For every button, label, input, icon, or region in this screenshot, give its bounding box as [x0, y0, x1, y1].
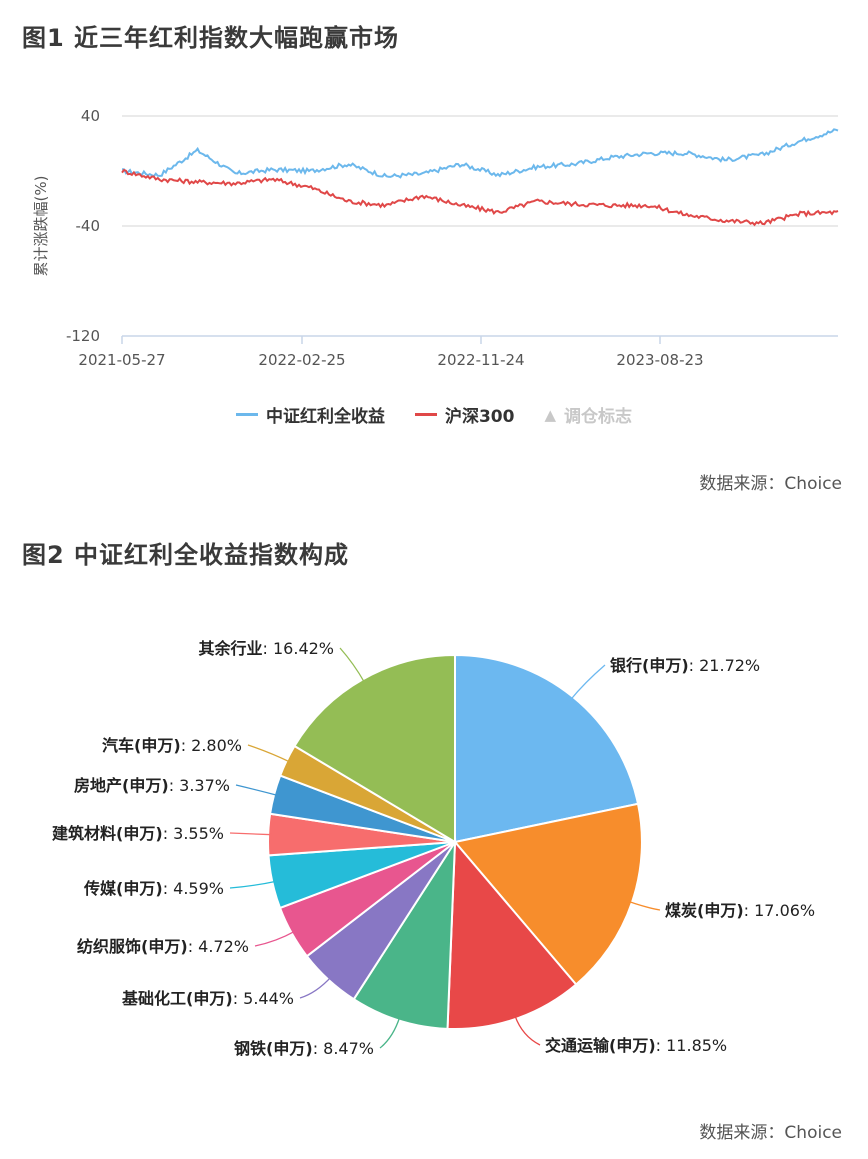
series-line-0	[121, 128, 839, 179]
figure-2-source: 数据来源：Choice	[699, 1123, 842, 1143]
x-tick-label: 2022-11-24	[437, 351, 524, 369]
y-tick-label: 40	[81, 107, 100, 125]
pie-label: 建筑材料(申万): 3.55%	[52, 824, 224, 843]
leader-line	[247, 744, 291, 763]
pie-label: 其余行业: 16.42%	[199, 639, 335, 658]
series-line-1	[121, 168, 839, 227]
series-lines	[121, 128, 839, 227]
chart-legend: 中证红利全收益 沪深300 ▲ 调仓标志	[0, 402, 868, 427]
pie-label: 房地产(申万): 3.37%	[74, 776, 230, 795]
line-swatch-icon	[235, 413, 258, 416]
leader-line	[379, 1016, 401, 1049]
x-tick-label: 2022-02-25	[258, 351, 345, 369]
leader-line	[339, 647, 366, 684]
pie-slices	[267, 653, 643, 1031]
x-axis: 2021-05-27 2022-02-25 2022-11-24 2023-08-23	[78, 336, 704, 369]
pie-label: 钢铁(申万): 8.47%	[234, 1039, 374, 1058]
leader-line	[569, 664, 606, 701]
legend-item-csi-dividend[interactable]: 中证红利全收益	[235, 402, 385, 427]
legend-label: 中证红利全收益	[265, 407, 385, 427]
pie-label: 煤炭(申万): 17.06%	[665, 901, 815, 920]
y-tick-label: -40	[76, 217, 101, 235]
figure-1-source: 数据来源：Choice	[699, 474, 842, 494]
pie-label: 传媒(申万): 4.59%	[83, 879, 224, 898]
leader-line	[229, 880, 277, 889]
pie-label: 纺织服饰(申万): 4.72%	[77, 937, 249, 956]
pie-labels: 银行(申万): 21.72% 煤炭(申万): 17.06% 交通运输(申万): 11…	[52, 639, 815, 1058]
gridlines: 40 -40 -120	[66, 107, 838, 345]
leader-line	[229, 832, 273, 836]
pie-label: 交通运输(申万): 11.85%	[545, 1036, 727, 1055]
pie-label: 银行(申万): 21.72%	[610, 656, 760, 675]
pie-label: 汽车(申万): 2.80%	[102, 736, 242, 755]
leader-line	[254, 930, 296, 947]
legend-label: 调仓标志	[564, 407, 633, 427]
pie-chart: 银行(申万): 21.72% 煤炭(申万): 17.06% 交通运输(申万): 11…	[52, 639, 815, 1058]
pie-label: 基础化工(申万): 5.44%	[121, 989, 294, 1008]
line-swatch-icon	[414, 413, 437, 416]
figure-2-title: 图2 中证红利全收益指数构成	[22, 541, 350, 569]
leader-line	[514, 1014, 541, 1046]
x-tick-label: 2021-05-27	[78, 351, 165, 369]
y-tick-label: -120	[66, 327, 100, 345]
leader-line	[627, 900, 661, 911]
legend-label: 沪深300	[444, 407, 515, 427]
triangle-icon: ▲	[544, 405, 557, 424]
line-chart: 40 -40 -120 2021-05-27 2022-02-25 2022-11-24…	[32, 107, 839, 369]
legend-item-rebalance-marker[interactable]: ▲ 调仓标志	[544, 402, 633, 428]
leader-line	[299, 976, 332, 999]
y-axis-label: 累计涨跌幅(%)	[32, 176, 50, 277]
x-tick-label: 2023-08-23	[616, 351, 703, 369]
figure-1-title: 图1 近三年红利指数大幅跑赢市场	[22, 24, 400, 52]
legend-item-csi300[interactable]: 沪深300	[414, 402, 515, 427]
leader-line	[235, 784, 279, 797]
